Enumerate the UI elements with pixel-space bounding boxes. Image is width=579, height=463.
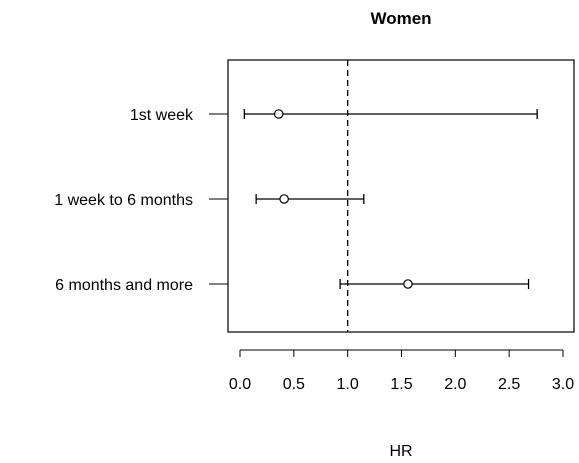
forest-row: 1st week — [130, 107, 537, 124]
x-tick-label: 2.0 — [444, 376, 466, 393]
forest-row: 6 months and more — [55, 277, 528, 294]
x-tick-label: 1.5 — [390, 376, 412, 393]
x-axis-title: HR — [389, 443, 412, 460]
hr-point — [280, 195, 288, 203]
x-tick-label: 3.0 — [552, 376, 574, 393]
x-axis: 0.0 0.5 1.0 1.5 2.0 2.5 3.0 — [229, 350, 574, 393]
rows-layer: 1st week 1 week to 6 months 6 months and m… — [54, 107, 537, 294]
x-tick-label: 0.0 — [229, 376, 251, 393]
x-tick-label: 1.0 — [337, 376, 359, 393]
x-tick-label: 0.5 — [283, 376, 305, 393]
x-tick-label: 2.5 — [498, 376, 520, 393]
forest-row: 1 week to 6 months — [54, 192, 364, 209]
row-label: 6 months and more — [55, 277, 193, 294]
row-label: 1 week to 6 months — [54, 192, 193, 209]
plot-frame — [228, 60, 574, 332]
hr-point — [404, 280, 412, 288]
chart-title: Women — [370, 9, 431, 28]
row-label: 1st week — [130, 107, 194, 124]
hr-point — [275, 110, 283, 118]
